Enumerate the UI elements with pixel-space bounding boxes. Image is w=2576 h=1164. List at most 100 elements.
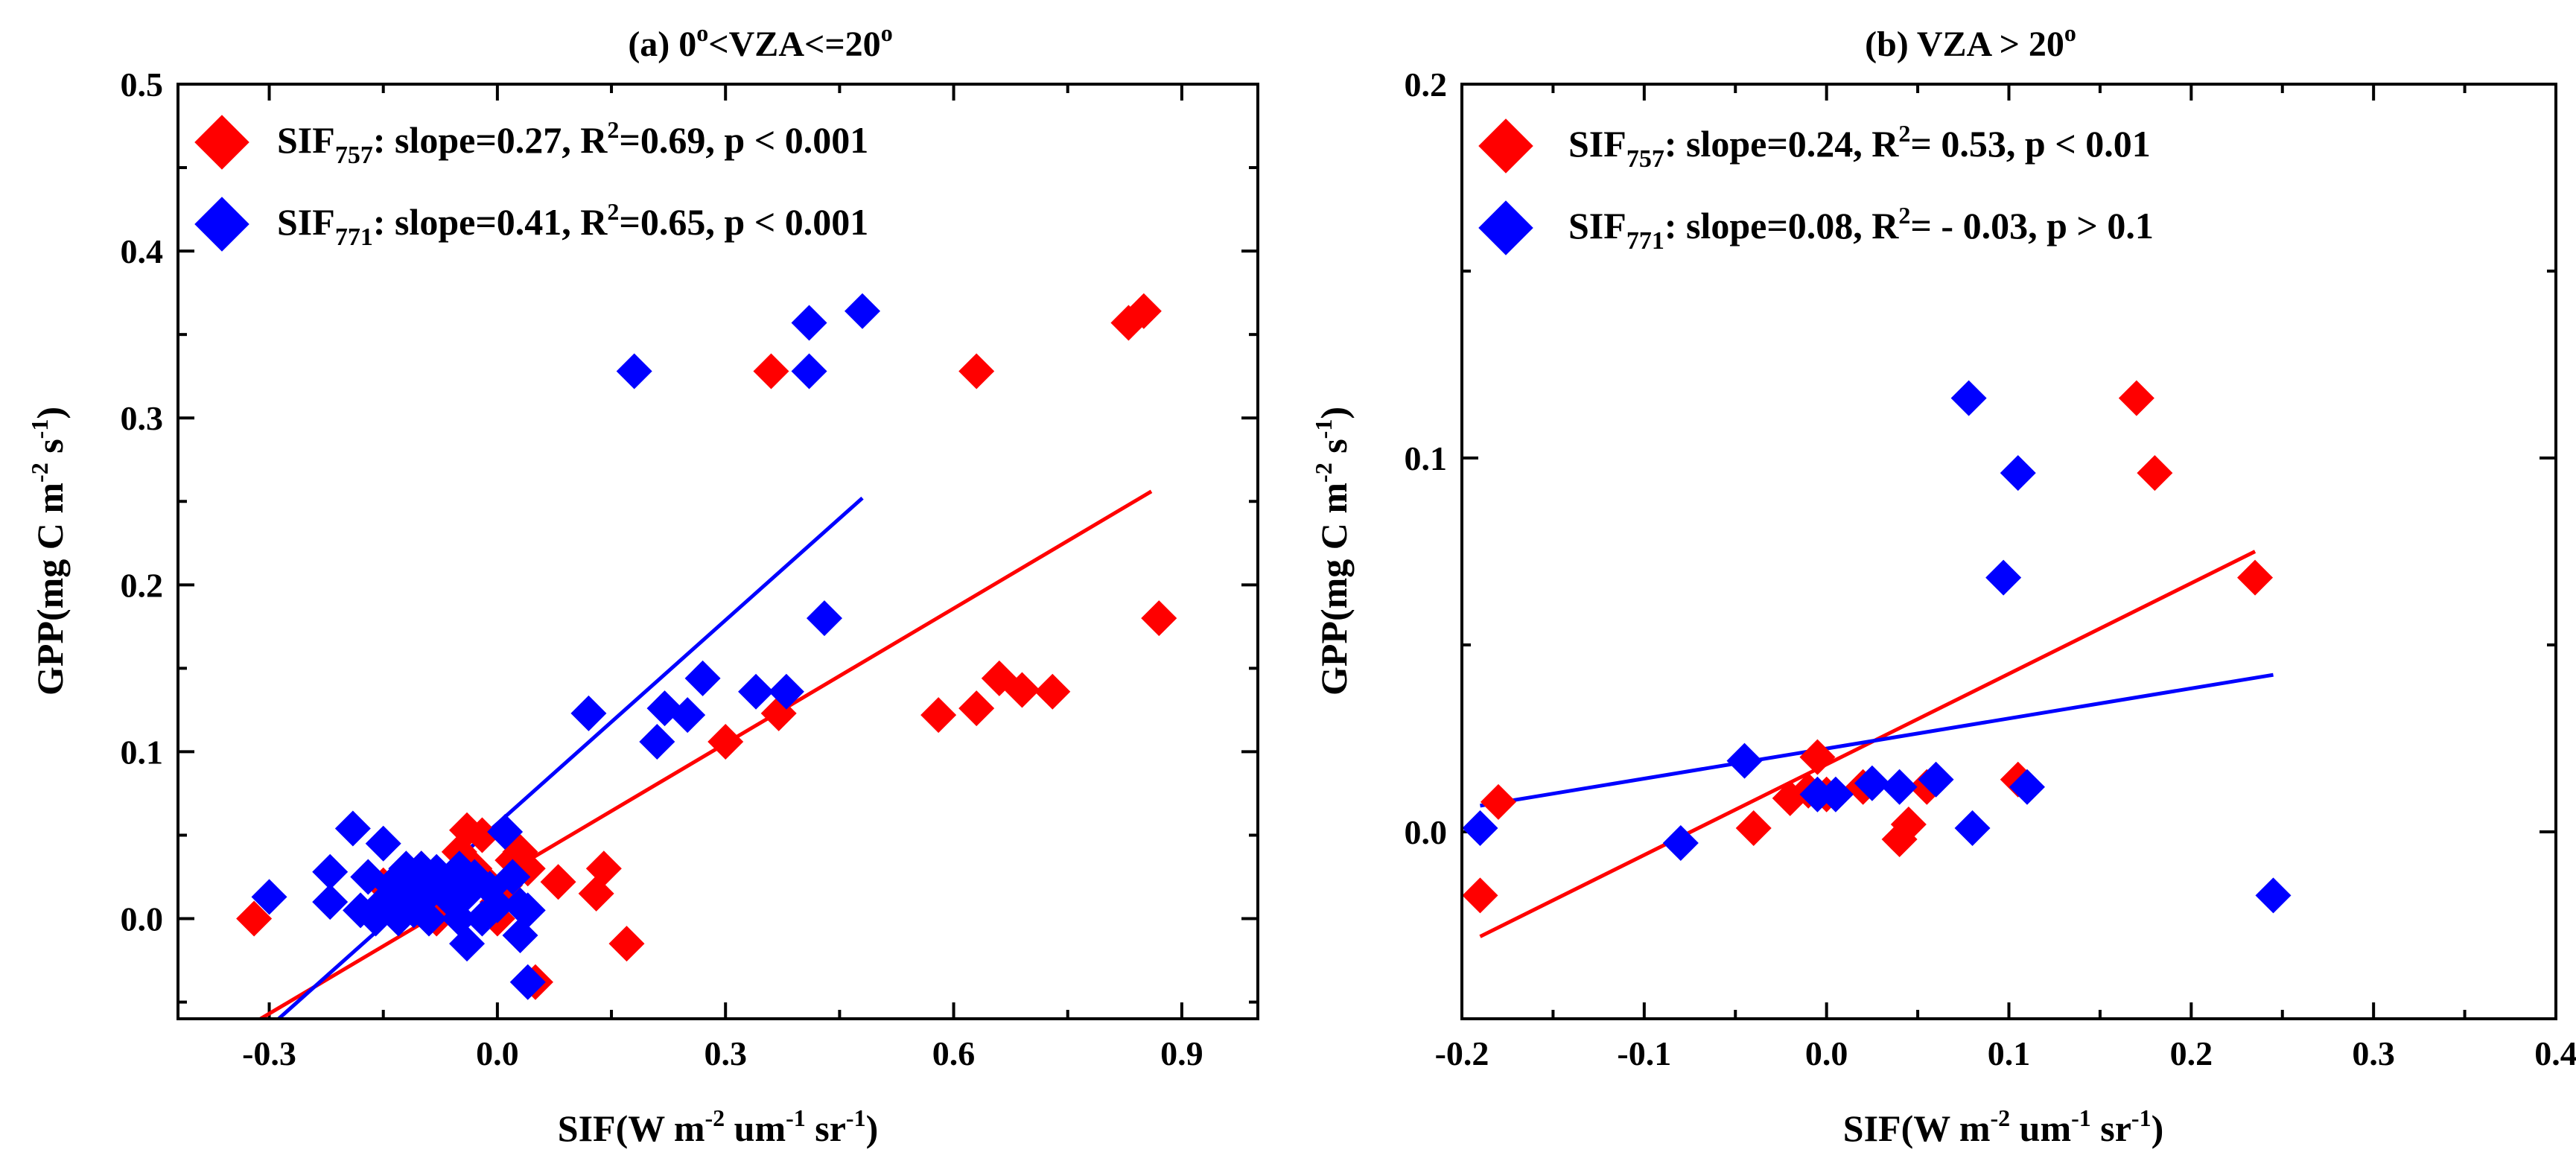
panel-a-y-axis-label: GPP(mg C m-2 s-1) bbox=[26, 407, 71, 696]
panel-a-point-sif757 bbox=[753, 353, 789, 389]
panel-a-point-sif771 bbox=[806, 600, 842, 637]
panel-b-point-sif771 bbox=[1918, 761, 1954, 798]
panel-a-point-sif771 bbox=[357, 900, 394, 937]
panel-b-point-sif771 bbox=[1726, 742, 1763, 779]
panel-a-legend-marker-sif757 bbox=[194, 115, 249, 170]
panel-a-point-sif771 bbox=[670, 697, 706, 734]
panel-b-y-tick-label: 0.1 bbox=[1405, 439, 1448, 477]
panel-a-legend-sif757: SIF757: slope=0.27, R2=0.69, p < 0.001 bbox=[277, 116, 868, 169]
panel-a-x-tick-label: 0.0 bbox=[476, 1034, 519, 1072]
panel-b-x-tick-label: -0.2 bbox=[1435, 1034, 1489, 1072]
panel-a-points bbox=[236, 293, 1177, 1000]
panel-b-x-tick-label: 0.2 bbox=[2170, 1034, 2213, 1072]
panel-b-point-sif771 bbox=[1462, 810, 1498, 846]
panel-a-y-tick-label: 0.0 bbox=[121, 900, 164, 938]
panel-b-fit-line-sif757 bbox=[1479, 550, 2257, 938]
panel-a-fit-line-sif757 bbox=[256, 489, 1153, 1019]
panel-a-y-tick-label: 0.1 bbox=[121, 733, 164, 771]
panel-a-point-sif771 bbox=[684, 660, 721, 696]
panel-b-legend-sif771: SIF771: slope=0.08, R2= - 0.03, p > 0.1 bbox=[1568, 202, 2154, 255]
panel-b-legend: SIF757: slope=0.24, R2= 0.53, p < 0.01 S… bbox=[1478, 118, 2154, 255]
panel-a-x-tick-labels: -0.3 0.0 0.3 0.6 0.9 bbox=[242, 1034, 1203, 1072]
panel-a-legend: SIF757: slope=0.27, R2=0.69, p < 0.001 S… bbox=[194, 115, 868, 252]
panel-b-point-sif771 bbox=[1881, 769, 1918, 805]
panel-b-point-sif757 bbox=[1735, 810, 1772, 846]
panel-a-point-sif757 bbox=[608, 926, 645, 962]
panel-a-point-sif771 bbox=[616, 353, 652, 389]
panel-b-x-tick-label: 0.0 bbox=[1805, 1034, 1848, 1072]
panel-a-point-sif771 bbox=[312, 884, 349, 920]
panel-b-point-sif771 bbox=[1817, 776, 1854, 812]
panel-b-point-sif757 bbox=[1890, 806, 1927, 842]
panel-b-x-tick-labels: -0.2 -0.1 0.0 0.1 0.2 0.3 0.4 bbox=[1435, 1034, 2576, 1072]
panel-a-point-sif757 bbox=[540, 864, 576, 900]
panel-a-point-sif771 bbox=[494, 859, 531, 895]
panel-a-legend-marker-sif771 bbox=[194, 197, 249, 252]
panel-b-point-sif771 bbox=[1950, 380, 1987, 416]
panel-b-point-sif757 bbox=[1799, 739, 1836, 775]
panel-a-x-tick-label: -0.3 bbox=[242, 1034, 296, 1072]
panel-a-point-sif757 bbox=[1125, 293, 1162, 329]
panel-a-point-sif757 bbox=[1004, 672, 1040, 708]
panel-b: (b) VZA > 20o -0.2 -0.1 0.0 0.1 0.2 0.3 0.4 0.… bbox=[1310, 19, 2576, 1149]
panel-a-point-sif757 bbox=[707, 723, 744, 760]
panel-a-point-sif771 bbox=[410, 900, 447, 937]
panel-a-y-tick-label: 0.3 bbox=[121, 399, 164, 437]
panel-b-x-tick-label: 0.3 bbox=[2352, 1034, 2395, 1072]
panel-b-legend-marker-sif757 bbox=[1478, 118, 1533, 174]
panel-b-y-tick-labels: 0.0 0.1 0.2 bbox=[1405, 66, 1448, 851]
panel-a-point-sif757 bbox=[958, 690, 995, 727]
panel-b-x-tick-label: 0.1 bbox=[1988, 1034, 2031, 1072]
panel-b-point-sif771 bbox=[1985, 559, 2022, 596]
panel-a-point-sif771 bbox=[334, 810, 371, 847]
panel-a-point-sif771 bbox=[639, 723, 675, 760]
panel-a-y-tick-label: 0.5 bbox=[121, 66, 164, 104]
panel-b-legend-sif757: SIF757: slope=0.24, R2= 0.53, p < 0.01 bbox=[1568, 120, 2151, 173]
panel-b-point-sif771 bbox=[2255, 877, 2292, 914]
panel-a-x-tick-label: 0.3 bbox=[704, 1034, 747, 1072]
panel-b-x-tick-label: 0.4 bbox=[2534, 1034, 2576, 1072]
panel-a-x-tick-label: 0.9 bbox=[1160, 1034, 1203, 1072]
panel-b-plot-frame bbox=[1460, 83, 2557, 1020]
panel-a-y-tick-label: 0.4 bbox=[121, 232, 164, 270]
panel-b-x-axis-label: SIF(W m-2 um-1 sr-1) bbox=[1843, 1104, 2163, 1149]
panel-a-y-tick-label: 0.2 bbox=[121, 566, 164, 604]
panel-b-point-sif757 bbox=[2237, 559, 2274, 596]
panel-a-x-axis-label: SIF(W m-2 um-1 sr-1) bbox=[558, 1104, 878, 1149]
panel-a-point-sif757 bbox=[958, 353, 995, 389]
panel-a-y-tick-labels: 0.0 0.1 0.2 0.3 0.4 0.5 bbox=[121, 66, 164, 938]
panel-b-point-sif771 bbox=[1662, 825, 1699, 862]
panel-b-point-sif771 bbox=[1799, 776, 1836, 812]
panel-a-point-sif771 bbox=[738, 673, 775, 710]
panel-b-point-sif757 bbox=[2137, 455, 2173, 492]
panel-a-title: (a) 0o<VZA<=20o bbox=[628, 19, 892, 64]
panel-a-point-sif771 bbox=[365, 825, 401, 862]
panel-a-point-sif757 bbox=[236, 900, 273, 937]
panel-a-point-sif771 bbox=[791, 305, 827, 341]
panel-a-point-sif757 bbox=[585, 850, 622, 887]
panel-a-point-sif771 bbox=[479, 887, 515, 923]
panel-b-legend-marker-sif771 bbox=[1478, 200, 1533, 255]
panel-a-legend-sif771: SIF771: slope=0.41, R2=0.65, p < 0.001 bbox=[277, 198, 868, 251]
panel-a-point-sif771 bbox=[251, 879, 287, 915]
panel-a-point-sif771 bbox=[768, 673, 804, 710]
panel-b-y-tick-label: 0.0 bbox=[1405, 813, 1448, 851]
panel-b-point-sif771 bbox=[1954, 810, 1991, 846]
panel-b-points bbox=[1462, 380, 2292, 914]
panel-b-y-tick-label: 0.2 bbox=[1405, 66, 1448, 104]
panel-b-point-sif771 bbox=[2009, 769, 2045, 805]
panel-a-point-sif771 bbox=[449, 926, 486, 962]
panel-a-point-sif771 bbox=[509, 892, 546, 929]
panel-b-y-axis-label: GPP(mg C m-2 s-1) bbox=[1310, 407, 1355, 696]
panel-a-x-tick-label: 0.6 bbox=[932, 1034, 976, 1072]
panel-a-point-sif757 bbox=[464, 817, 500, 853]
panel-a-fit-lines bbox=[256, 489, 1153, 1019]
panel-b-point-sif757 bbox=[1462, 877, 1498, 914]
panel-b-point-sif771 bbox=[1854, 765, 1890, 801]
panel-a-point-sif771 bbox=[570, 695, 607, 731]
panel-b-x-tick-label: -0.1 bbox=[1617, 1034, 1671, 1072]
panel-b-point-sif757 bbox=[1480, 783, 1516, 820]
panel-a-fit-line-sif771 bbox=[276, 496, 864, 1019]
panel-a-point-sif757 bbox=[1034, 673, 1071, 710]
